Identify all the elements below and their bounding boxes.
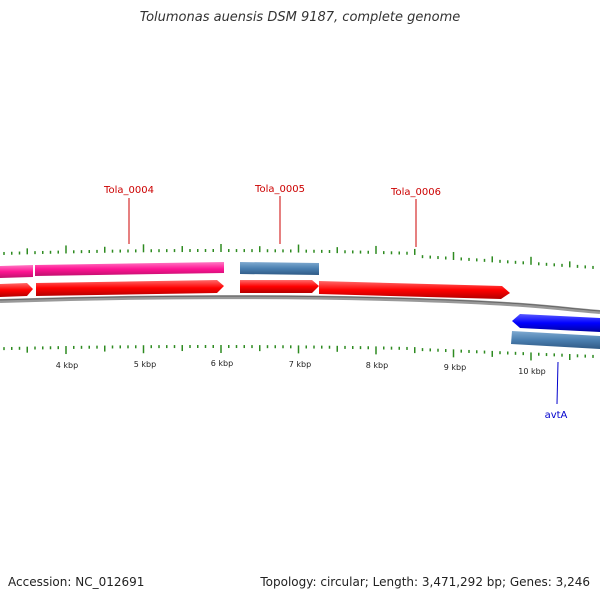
genome-backbone-highlight (0, 295, 600, 312)
gene-block-steel[interactable] (240, 262, 319, 275)
gene-label-tola-0004[interactable]: Tola_0004 (103, 185, 154, 196)
outer-tick-marks (3, 244, 594, 269)
cds-arrow-forward[interactable] (319, 281, 510, 299)
gene-block-pink[interactable] (35, 262, 224, 276)
scale-label: 8 kbp (366, 361, 388, 370)
cds-arrow-forward[interactable] (36, 280, 224, 296)
scale-label: 7 kbp (289, 360, 311, 369)
scale-label: 4 kbp (56, 361, 78, 370)
scale-label: 6 kbp (211, 359, 233, 368)
gene-block-steel[interactable] (511, 331, 600, 349)
inner-tick-marks (3, 345, 594, 361)
scale-label: 9 kbp (444, 363, 466, 372)
cds-arrow-reverse[interactable] (512, 314, 600, 332)
scale-label: 10 kbp (518, 367, 546, 376)
topology-summary: Topology: circular; Length: 3,471,292 bp… (260, 575, 590, 589)
gene-label-tola-0005[interactable]: Tola_0005 (254, 184, 305, 195)
callout-line (556, 361, 559, 405)
gene-label-avta[interactable]: avtA (545, 410, 568, 421)
cds-arrow-forward[interactable] (0, 283, 33, 297)
cds-arrow-forward[interactable] (240, 280, 319, 293)
map-title: Tolumonas auensis DSM 9187, complete gen… (139, 10, 461, 25)
scale-label: 5 kbp (134, 360, 156, 369)
accession-text: Accession: NC_012691 (8, 575, 145, 589)
genome-backbone (0, 295, 600, 314)
gene-block-pink[interactable] (0, 265, 33, 278)
gene-label-tola-0006[interactable]: Tola_0006 (390, 187, 441, 198)
